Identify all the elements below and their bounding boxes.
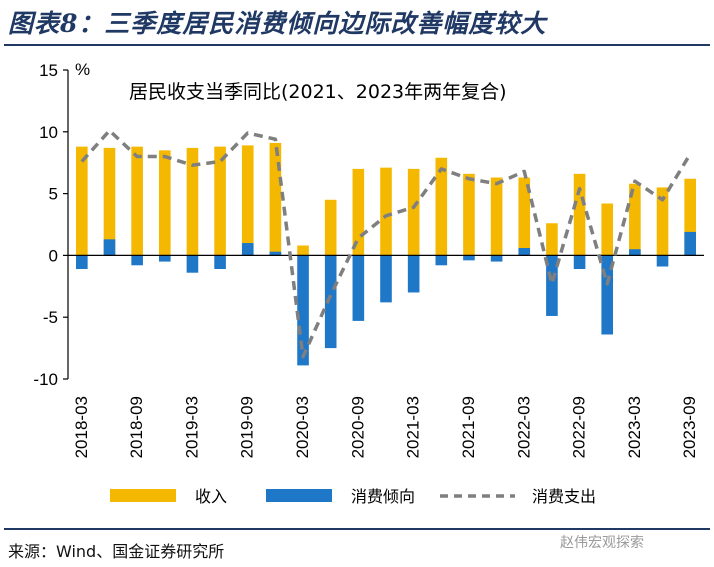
legend-swatch-propensity (266, 489, 332, 502)
spending-line (80, 128, 692, 359)
figure-title: 图表8：三季度居民消费倾向边际改善幅度较大 (8, 9, 547, 38)
income-bar-2019-12 (269, 142, 282, 256)
propensity-bar-2022-06 (546, 255, 558, 316)
income-bars (76, 142, 696, 256)
propensity-bar-2018-06 (103, 239, 116, 256)
income-bar-2018-06 (103, 147, 116, 256)
income-bar-2018-03 (76, 146, 88, 256)
chart: 15 10 5 0 -5 -10 2018-03 2018-09 2019-03 2019-09 2… (33, 60, 704, 506)
propensity-bar-2022-09 (573, 255, 586, 269)
income-bar-2020-12 (380, 167, 392, 256)
income-bar-2019-06 (214, 146, 226, 256)
x-tick-label-2018-03: 2018-03 (72, 396, 91, 458)
y-tick-label: -5 (43, 308, 58, 327)
x-tick-label-2021-09: 2021-09 (459, 396, 478, 458)
propensity-bar-2019-12 (269, 251, 282, 256)
income-bar-2022-06 (546, 223, 558, 256)
y-tick-label: 15 (39, 61, 58, 80)
x-tick-label-2019-03: 2019-03 (182, 396, 201, 458)
propensity-bar-2021-09 (463, 255, 475, 261)
income-bar-2020-03 (297, 245, 309, 256)
chart-subtitle: 居民收支当季同比(2021、2023年两年复合) (129, 81, 507, 103)
spending-line-layer (80, 128, 692, 359)
income-bar-2021-09 (463, 173, 475, 256)
propensity-bar-2018-03 (76, 255, 88, 269)
income-bar-2018-12 (158, 150, 171, 256)
income-bar-2022-09 (573, 173, 586, 256)
x-tick-label-2020-03: 2020-03 (293, 396, 312, 458)
income-bar-2023-06 (656, 187, 669, 256)
propensity-bar-2019-06 (214, 255, 226, 269)
income-bar-2021-06 (435, 157, 448, 256)
propensity-bar-2019-09 (241, 243, 254, 256)
income-bar-2021-12 (490, 177, 503, 256)
propensity-bars (76, 231, 696, 366)
income-bar-2019-03 (186, 147, 199, 256)
legend-swatch-income (110, 489, 176, 502)
propensity-bar-2020-06 (324, 255, 337, 349)
x-tick-label-2023-03: 2023-03 (625, 396, 644, 458)
propensity-bar-2018-12 (158, 255, 171, 262)
source-note: 来源：Wind、国金证券研究所 (8, 542, 225, 561)
y-tick-label: 10 (39, 123, 58, 142)
propensity-bar-2022-03 (518, 247, 531, 256)
propensity-bar-2022-12 (601, 255, 614, 335)
x-tick-label-2018-09: 2018-09 (127, 396, 146, 458)
x-tick-label-2019-09: 2019-09 (238, 396, 257, 458)
y-tick-label: 0 (49, 246, 58, 265)
axes: 15 10 5 0 -5 -10 2018-03 2018-09 2019-03 2019-09 2… (33, 61, 704, 458)
propensity-bar-2021-03 (407, 255, 420, 293)
income-bar-2020-06 (324, 199, 337, 256)
propensity-bar-2018-09 (131, 255, 143, 266)
title-rule (4, 44, 710, 46)
legend: 收入 消费倾向 消费支出 (110, 487, 596, 506)
income-bar-2019-09 (241, 145, 254, 256)
watermark: 赵伟宏观探索 (560, 535, 644, 551)
x-tick-label-2020-09: 2020-09 (348, 396, 367, 458)
x-tick-label-2021-03: 2021-03 (404, 396, 423, 458)
propensity-bar-2023-09 (684, 231, 696, 256)
income-bar-2021-03 (407, 168, 420, 256)
propensity-bar-2021-12 (490, 255, 503, 262)
propensity-bar-2020-12 (380, 255, 392, 303)
x-tick-label-2022-03: 2022-03 (514, 396, 533, 458)
propensity-bar-2019-03 (186, 255, 199, 273)
income-bar-2022-12 (601, 203, 614, 256)
income-bar-2018-09 (131, 146, 143, 256)
y-unit-label: % (75, 60, 90, 79)
propensity-bar-2021-06 (435, 255, 448, 266)
propensity-bar-2023-03 (629, 249, 641, 256)
y-tick-label: -10 (33, 370, 58, 389)
legend-label-income: 收入 (195, 487, 227, 506)
income-bar-2020-09 (352, 168, 365, 256)
legend-label-propensity: 消费倾向 (351, 487, 415, 506)
income-bar-2023-09 (684, 178, 696, 256)
x-tick-label-2022-09: 2022-09 (570, 396, 589, 458)
income-bar-2023-03 (629, 183, 641, 256)
income-bar-2022-03 (518, 177, 531, 256)
propensity-bar-2023-06 (656, 255, 669, 267)
propensity-bar-2020-03 (297, 255, 309, 366)
propensity-bar-2020-09 (352, 255, 365, 321)
x-tick-label-2023-09: 2023-09 (680, 396, 699, 458)
y-tick-label: 5 (49, 185, 58, 204)
legend-label-spending: 消费支出 (532, 487, 596, 506)
bottom-rule (4, 528, 710, 530)
